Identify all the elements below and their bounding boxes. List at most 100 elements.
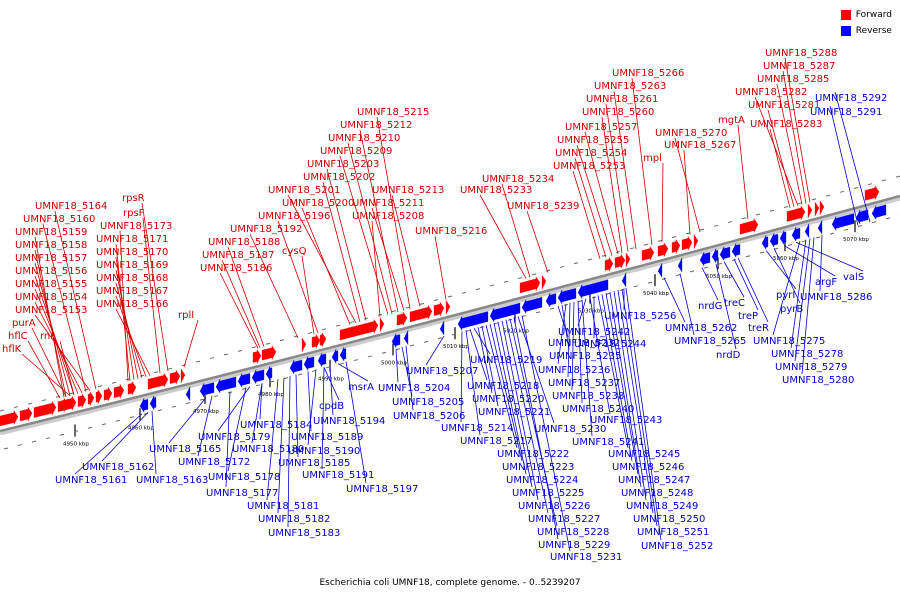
forward-gene-arrow	[819, 200, 825, 215]
reverse-gene-arrow	[251, 369, 265, 385]
forward-gene-arrow	[301, 337, 307, 353]
reverse-leader-line	[323, 367, 340, 401]
forward-track-tick	[727, 221, 733, 224]
forward-leader-line	[34, 275, 75, 395]
reverse-leader-line	[74, 413, 143, 475]
reverse-leader-line	[425, 335, 445, 366]
forward-track-tick	[0, 409, 5, 412]
reverse-leader-line	[405, 345, 414, 411]
forward-track-tick	[27, 402, 33, 405]
kbp-tick-label: 4980 kbp	[258, 392, 284, 398]
forward-gene-label: UMNF18_5203	[307, 159, 379, 170]
forward-leader-line	[767, 109, 795, 207]
forward-track-tick	[321, 328, 327, 331]
reverse-track-tick	[647, 281, 653, 284]
forward-gene-label: UMNF18_5170	[96, 247, 168, 258]
reverse-leader-line	[733, 258, 759, 311]
reverse-track-tick	[605, 292, 611, 295]
forward-track-tick	[335, 324, 341, 327]
forward-leader-line	[34, 262, 71, 396]
reverse-gene-label: UMNF18_5286	[800, 292, 872, 303]
leader-lines	[21, 57, 871, 552]
reverse-gene-label: argF	[815, 277, 837, 288]
reverse-track-tick	[311, 369, 317, 372]
forward-track-tick	[783, 205, 789, 208]
reverse-gene-label: nrdG	[698, 301, 722, 312]
reverse-gene-label: UMNF18_5243	[590, 415, 662, 426]
forward-gene-label: mpl	[643, 153, 662, 164]
forward-gene-label: UMNF18_5211	[352, 198, 424, 209]
forward-track-tick	[111, 381, 117, 384]
reverse-leader-line	[723, 261, 745, 298]
reverse-track-tick	[535, 311, 541, 314]
reverse-track-tick	[451, 333, 457, 336]
reverse-track-tick	[549, 307, 555, 310]
forward-gene-label: UMNF18_5210	[328, 133, 400, 144]
forward-gene-arrow	[807, 203, 813, 219]
reverse-gene-label: UMNF18_5204	[378, 383, 450, 394]
forward-gene-label: UMNF18_5253	[553, 161, 625, 172]
forward-gene-label: hflK	[2, 344, 22, 355]
reverse-leader-line	[521, 315, 571, 552]
forward-track-tick	[461, 291, 467, 294]
reverse-gene-arrow	[711, 248, 719, 264]
reverse-gene-label: UMNF18_5227	[528, 514, 600, 525]
reverse-gene-arrow	[699, 251, 711, 267]
forward-leader-line	[674, 137, 701, 233]
reverse-track-tick	[297, 373, 303, 376]
reverse-track-tick	[395, 348, 401, 351]
reverse-leader-line	[287, 376, 291, 528]
reverse-gene-label: UMNF18_5190	[288, 446, 360, 457]
forward-gene-arrow	[681, 235, 693, 251]
forward-track-tick	[13, 406, 19, 409]
reverse-track-tick	[829, 232, 835, 235]
reverse-gene-arrow	[871, 204, 887, 221]
forward-leader-line	[391, 194, 421, 307]
reverse-track-tick	[73, 430, 79, 433]
forward-track-tick	[223, 353, 229, 356]
reverse-gene-arrow	[339, 347, 347, 362]
reverse-track-tick	[787, 243, 793, 246]
forward-track-tick	[251, 346, 257, 349]
forward-track-tick	[615, 251, 621, 254]
reverse-gene-label: UMNF18_5178	[208, 472, 280, 483]
forward-leader-line	[584, 131, 619, 255]
reverse-gene-label: UMNF18_5180	[232, 444, 304, 455]
reverse-gene-label: UMNF18_5220	[472, 394, 544, 405]
forward-gene-label: UMNF18_5171	[96, 234, 168, 245]
forward-gene-arrow	[396, 311, 408, 326]
reverse-leader-line	[337, 363, 369, 382]
legend-label-reverse: Reverse	[855, 26, 892, 36]
reverse-leader-line	[834, 91, 871, 223]
reverse-gene-label: UMNF18_5179	[198, 432, 270, 443]
reverse-gene-arrow	[139, 398, 149, 413]
reverse-leader-line	[794, 238, 811, 362]
reverse-gene-arrow	[769, 233, 779, 248]
reverse-gene-label: treR	[748, 323, 769, 334]
forward-track-tick	[391, 310, 397, 313]
forward-track-tick	[503, 280, 509, 283]
forward-track-tick	[489, 284, 495, 287]
forward-gene-label: hflC	[8, 331, 28, 342]
reverse-leader-line	[509, 318, 558, 527]
reverse-gene-arrow	[521, 297, 543, 314]
forward-leader-line	[376, 116, 411, 310]
reverse-leader-line	[613, 291, 647, 501]
reverse-leader-line	[277, 377, 285, 514]
reverse-leader-line	[557, 303, 567, 365]
reverse-leader-line	[307, 369, 317, 446]
forward-gene-label: UMNF18_5157	[15, 253, 87, 264]
reverse-gene-label: treP	[738, 311, 758, 322]
reverse-gene-label: msrA	[348, 382, 374, 393]
reverse-gene-label: UMNF18_5205	[392, 397, 464, 408]
forward-leader-line	[754, 96, 799, 206]
forward-gene-label: UMNF18_5212	[340, 120, 412, 131]
forward-track-tick	[475, 288, 481, 291]
reverse-gene-label: UMNF18_5235	[549, 351, 621, 362]
forward-gene-label: UMNF18_5234	[482, 174, 554, 185]
reverse-track-tick	[689, 270, 695, 273]
reverse-gene-arrow	[289, 359, 303, 375]
reverse-track-tick	[745, 255, 751, 258]
legend-label-forward: Forward	[855, 10, 892, 20]
reverse-track-tick	[87, 426, 93, 429]
